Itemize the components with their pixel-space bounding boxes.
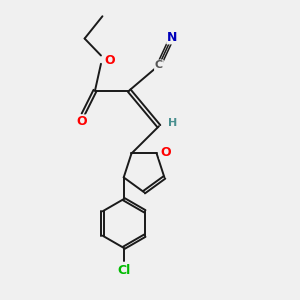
Text: H: H: [168, 118, 177, 128]
Text: O: O: [104, 54, 115, 67]
Text: C: C: [155, 60, 163, 70]
Text: N: N: [167, 31, 178, 44]
Text: O: O: [76, 115, 87, 128]
Text: Cl: Cl: [117, 264, 130, 277]
Text: O: O: [160, 146, 171, 158]
